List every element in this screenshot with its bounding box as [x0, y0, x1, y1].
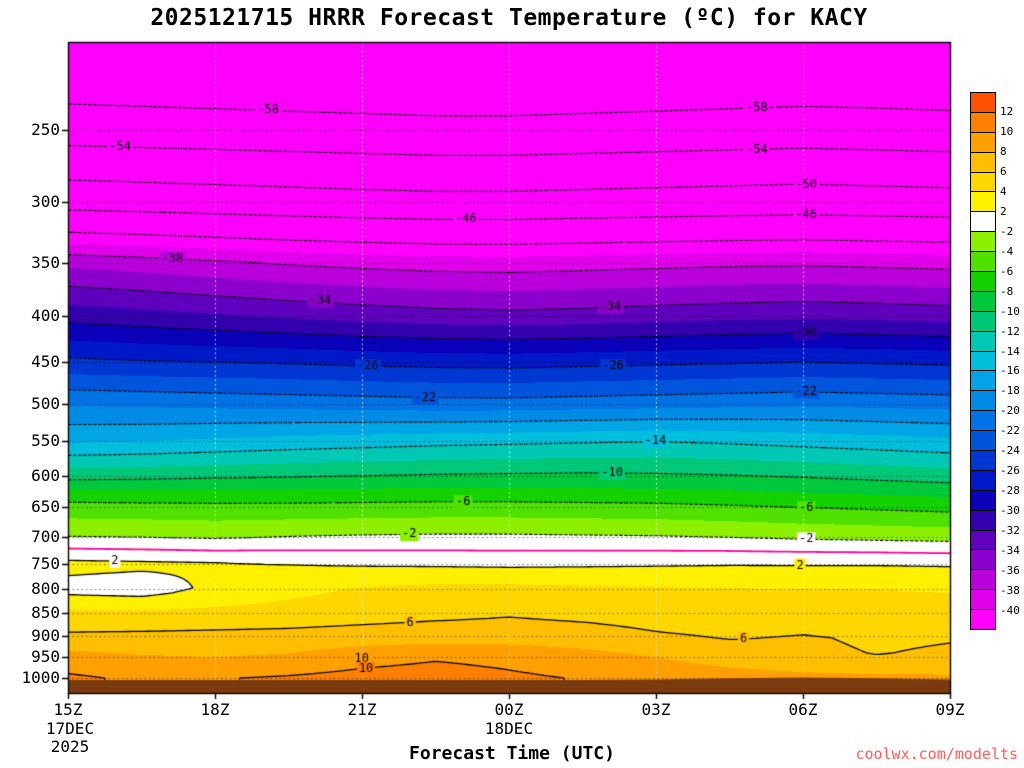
- colorbar-label--26: -26: [1000, 464, 1020, 478]
- y-axis-tick-800: 800: [31, 579, 60, 599]
- y-axis-tick-900: 900: [31, 625, 60, 645]
- date-label-year: 2025: [50, 737, 90, 756]
- temperature-colorbar: [970, 92, 996, 630]
- colorbar-swatch-12: [971, 330, 995, 351]
- y-axis-tick-300: 300: [31, 192, 60, 212]
- y-axis-tick-250: 250: [31, 120, 60, 140]
- colorbar-swatch-26: [971, 609, 995, 630]
- colorbar-label--28: -28: [1000, 484, 1020, 498]
- colorbar-label--38: -38: [1000, 583, 1020, 597]
- colorbar-label--40: -40: [1000, 603, 1020, 617]
- colorbar-swatch-24: [971, 569, 995, 590]
- colorbar-swatch-4: [971, 171, 995, 192]
- colorbar-swatch-22: [971, 529, 995, 550]
- colorbar-label--6: -6: [1000, 264, 1014, 278]
- colorbar-swatch-20: [971, 489, 995, 510]
- colorbar-swatch-8: [971, 251, 995, 272]
- colorbar-label-2: 2: [1000, 205, 1007, 219]
- colorbar-label--12: -12: [1000, 324, 1020, 338]
- colorbar-label-10: 10: [1000, 125, 1014, 139]
- colorbar-swatch-17: [971, 430, 995, 451]
- y-axis-tick-850: 850: [31, 603, 60, 623]
- x-axis-tick-00Z: 00Z: [494, 700, 524, 719]
- watermark-link[interactable]: coolwx.com/modelts: [855, 745, 1018, 763]
- colorbar-swatch-10: [971, 290, 995, 311]
- colorbar-label--16: -16: [1000, 364, 1020, 378]
- colorbar-label--22: -22: [1000, 424, 1020, 438]
- y-axis-tick-650: 650: [31, 497, 60, 517]
- colorbar-swatch-0: [971, 93, 995, 112]
- x-axis-title: Forecast Time (UTC): [409, 743, 615, 764]
- x-axis-tick-06Z: 06Z: [788, 700, 818, 719]
- colorbar-label--8: -8: [1000, 284, 1014, 298]
- x-axis-tick-03Z: 03Z: [641, 700, 671, 719]
- x-axis-tick-15Z: 15Z: [53, 700, 83, 719]
- colorbar-swatch-19: [971, 469, 995, 490]
- colorbar-label--4: -4: [1000, 244, 1014, 258]
- colorbar-swatch-6: [971, 211, 995, 232]
- colorbar-label--2: -2: [1000, 224, 1014, 238]
- colorbar-swatch-18: [971, 450, 995, 470]
- colorbar-label--18: -18: [1000, 384, 1020, 398]
- colorbar-swatch-1: [971, 111, 995, 132]
- y-axis-tick-700: 700: [31, 526, 60, 546]
- colorbar-label-12: 12: [1000, 105, 1014, 119]
- x-axis-tick-21Z: 21Z: [347, 700, 377, 719]
- chart-title: 2025121715 HRRR Forecast Temperature (ºC…: [150, 5, 868, 31]
- y-axis-tick-350: 350: [31, 252, 60, 272]
- colorbar-swatch-3: [971, 151, 995, 172]
- y-axis-tick-550: 550: [31, 431, 60, 451]
- y-axis-tick-500: 500: [31, 393, 60, 413]
- colorbar-label--14: -14: [1000, 344, 1020, 358]
- colorbar-swatch-14: [971, 370, 995, 391]
- colorbar-label-8: 8: [1000, 145, 1007, 159]
- y-axis-tick-750: 750: [31, 553, 60, 573]
- colorbar-swatch-11: [971, 310, 995, 331]
- colorbar-label-4: 4: [1000, 185, 1007, 199]
- colorbar-swatch-25: [971, 589, 995, 610]
- colorbar-swatch-15: [971, 390, 995, 411]
- colorbar-label--30: -30: [1000, 503, 1020, 517]
- colorbar-swatch-2: [971, 131, 995, 152]
- colorbar-swatch-13: [971, 350, 995, 371]
- colorbar-swatch-16: [971, 410, 995, 431]
- colorbar-label--36: -36: [1000, 563, 1020, 577]
- y-axis-tick-600: 600: [31, 465, 60, 485]
- colorbar-swatch-23: [971, 549, 995, 570]
- date-label-start-day: 17DEC: [45, 719, 95, 738]
- y-axis-tick-950: 950: [31, 647, 60, 667]
- colorbar-label--24: -24: [1000, 444, 1020, 458]
- colorbar-swatch-5: [971, 191, 995, 212]
- colorbar-label--20: -20: [1000, 404, 1020, 418]
- y-axis-tick-1000: 1000: [21, 667, 60, 687]
- x-axis-tick-18Z: 18Z: [200, 700, 230, 719]
- y-axis-tick-400: 400: [31, 305, 60, 325]
- colorbar-swatch-21: [971, 509, 995, 530]
- y-axis-tick-450: 450: [31, 352, 60, 372]
- colorbar-label--10: -10: [1000, 304, 1020, 318]
- colorbar-swatch-9: [971, 271, 995, 291]
- colorbar-label--32: -32: [1000, 523, 1020, 537]
- colorbar-label--34: -34: [1000, 543, 1020, 557]
- colorbar-label-6: 6: [1000, 165, 1007, 179]
- date-label-mid-day: 18DEC: [484, 719, 534, 738]
- colorbar-swatch-7: [971, 231, 995, 252]
- x-axis-tick-09Z: 09Z: [935, 700, 965, 719]
